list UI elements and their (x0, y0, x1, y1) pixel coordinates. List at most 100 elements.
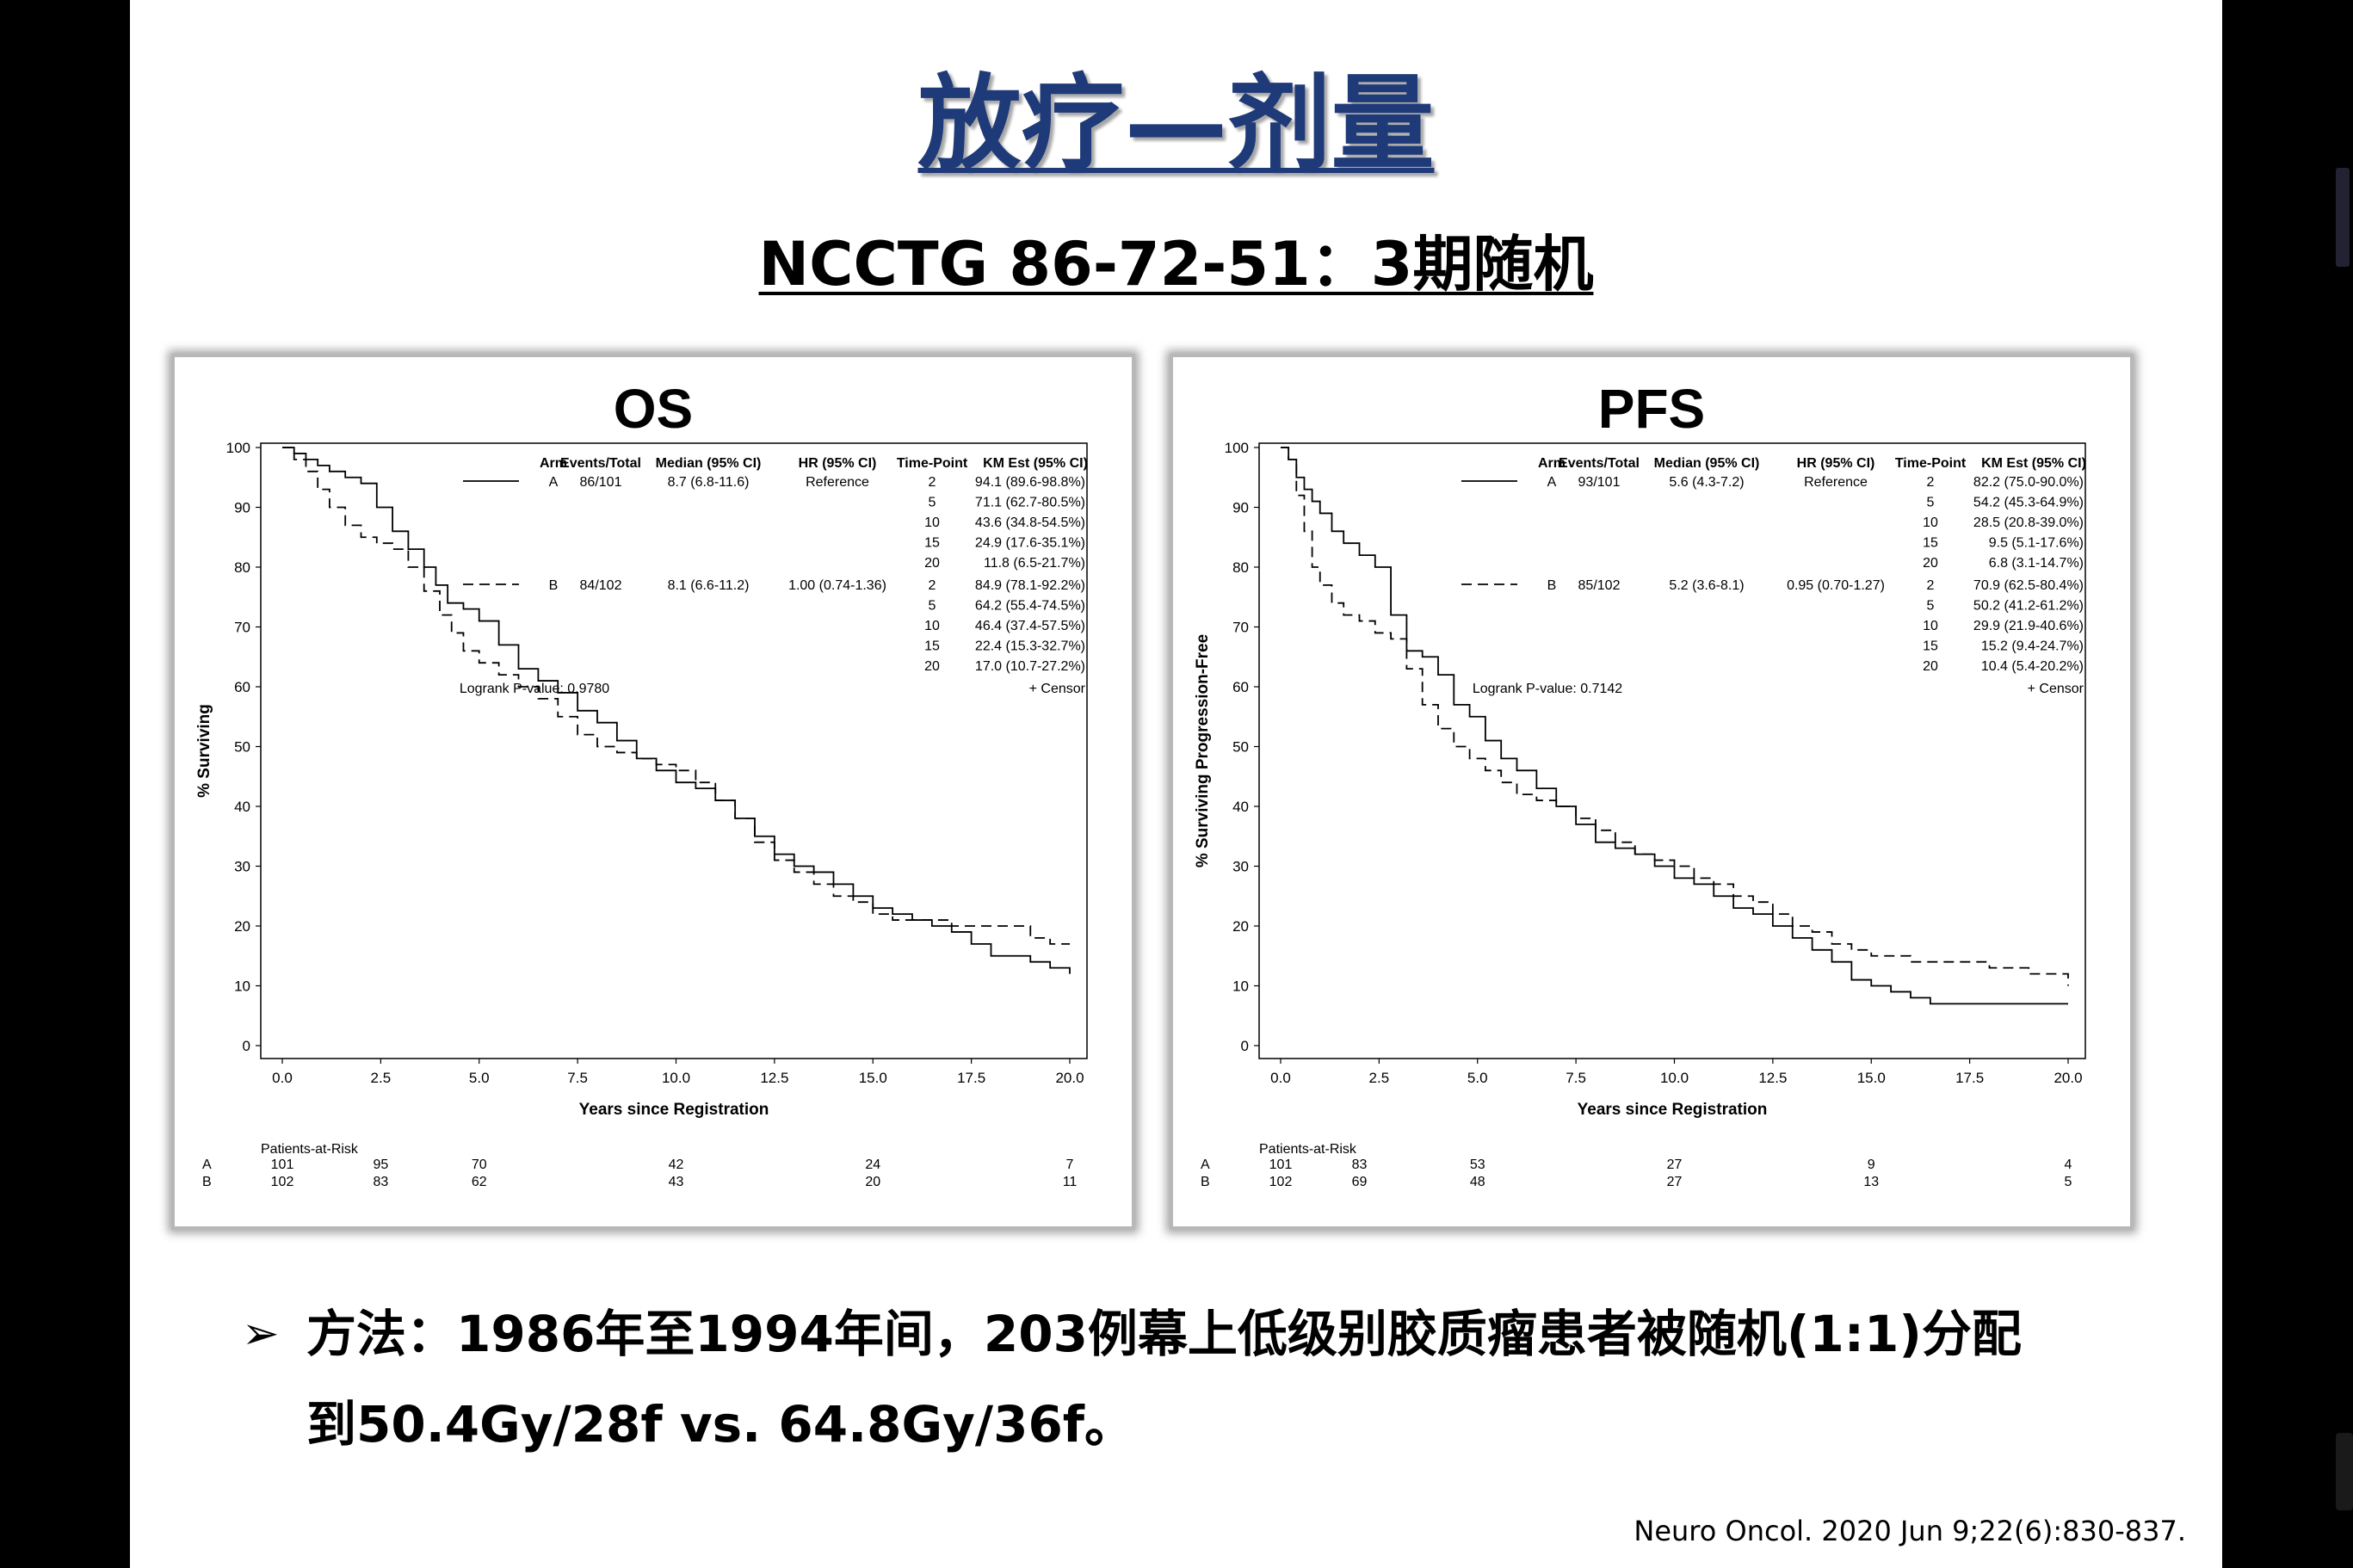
km-time-point: 2 (929, 578, 936, 593)
risk-count: 27 (1667, 1157, 1683, 1172)
km-estimate: 46.4 (37.4-57.5%) (975, 619, 1085, 633)
y-tick-label: 60 (1232, 679, 1249, 695)
km-time-point: 20 (1923, 556, 1938, 571)
km-estimate: 15.2 (9.4-24.7%) (1981, 639, 2084, 654)
x-tick-label: 7.5 (567, 1070, 588, 1086)
table-header-cell: Time-Point (1895, 456, 1967, 471)
risk-count: 43 (669, 1175, 684, 1189)
km-estimate: 29.9 (21.9-40.6%) (1973, 619, 2084, 633)
km-estimate: 71.1 (62.7-80.5%) (975, 496, 1085, 510)
km-estimate: 43.6 (34.8-54.5%) (975, 515, 1085, 530)
risk-count: 101 (271, 1157, 294, 1172)
pfs-chart: PFS 0 10 20 30 40 50 60 70 80 90 100 0.0 2.5 5.0 7.5 10.… (1194, 378, 2086, 1189)
x-tick-label: 20.0 (1055, 1070, 1084, 1086)
table-header-cell: HR (95% CI) (1797, 456, 1875, 471)
risk-count: 102 (271, 1175, 294, 1189)
risk-count: 9 (1868, 1157, 1875, 1172)
x-tick-label: 12.5 (760, 1070, 788, 1086)
y-tick-label: 20 (1232, 918, 1249, 935)
legend-events: 85/102 (1578, 578, 1621, 593)
table-header-cell: Time-Point (897, 456, 968, 471)
km-estimate: 6.8 (3.1-14.7%) (1989, 556, 2084, 571)
km-time-point: 20 (924, 659, 940, 674)
risk-arm-label: A (1201, 1157, 1210, 1172)
risk-count: 62 (472, 1175, 487, 1189)
risk-count: 7 (1066, 1157, 1074, 1172)
risk-arm-label: B (1201, 1175, 1210, 1189)
risk-title: Patients-at-Risk (261, 1142, 359, 1157)
km-time-point: 10 (924, 515, 940, 530)
risk-count: 27 (1667, 1175, 1683, 1189)
plot-frame (1258, 442, 2086, 1059)
km-time-point: 15 (924, 536, 940, 551)
pfs-chart-panel: PFS 0 10 20 30 40 50 60 70 80 90 100 0.0 2.5 5.0 7.5 10.… (1170, 354, 2134, 1230)
risk-count: 83 (1352, 1157, 1368, 1172)
legend-median: 5.2 (3.6-8.1) (1669, 578, 1744, 593)
table-header-cell: HR (95% CI) (799, 456, 877, 471)
table-header-cell: Events/Total (1559, 456, 1640, 471)
y-tick-label: 60 (234, 679, 250, 695)
risk-count: 11 (1063, 1175, 1078, 1189)
legend-median: 5.6 (4.3-7.2) (1669, 475, 1744, 490)
risk-count: 24 (865, 1157, 880, 1172)
km-time-point: 20 (924, 556, 940, 571)
censor-legend: + Censor (2028, 682, 2084, 696)
side-tab-handle[interactable] (2336, 1433, 2353, 1510)
scrollbar-handle[interactable] (2336, 168, 2350, 267)
km-time-point: 2 (929, 475, 936, 490)
x-tick-label: 20.0 (2053, 1070, 2082, 1086)
legend-events: 86/101 (580, 475, 622, 490)
risk-count: 5 (2065, 1175, 2072, 1189)
os-chart: OS 0 10 20 30 40 50 60 70 80 90 100 0.0 2.5 5.0 7.5 10.0… (195, 378, 1088, 1189)
km-estimate: 82.2 (75.0-90.0%) (1973, 475, 2084, 490)
legend-arm: B (1547, 578, 1557, 593)
y-tick-label: 90 (234, 500, 250, 516)
x-tick-label: 0.0 (1270, 1070, 1291, 1086)
method-text-line2: 到50.4Gy/28f vs. 64.8Gy/36f。 (306, 1395, 1135, 1454)
km-estimate: 54.2 (45.3-64.9%) (1973, 496, 2084, 510)
slide-title: 放疗—剂量 (917, 65, 1435, 184)
x-tick-label: 17.5 (957, 1070, 985, 1086)
km-time-point: 15 (1923, 536, 1938, 551)
chart-title: PFS (1598, 378, 1705, 440)
table-header-cell: Events/Total (560, 456, 641, 471)
km-estimate: 94.1 (89.6-98.8%) (975, 475, 1085, 490)
km-estimate: 11.8 (6.5-21.7%) (984, 556, 1085, 571)
risk-count: 70 (472, 1157, 487, 1172)
y-tick-label: 80 (1232, 559, 1249, 576)
km-time-point: 5 (1927, 599, 1935, 614)
risk-count: 101 (1269, 1157, 1293, 1172)
y-tick-label: 10 (1232, 978, 1249, 995)
km-curve-arm-b (1281, 447, 2069, 986)
risk-count: 53 (1470, 1157, 1485, 1172)
y-axis-label: % Surviving Progression-Free (1194, 634, 1212, 867)
risk-count: 102 (1269, 1175, 1293, 1189)
table-header-cell: Median (95% CI) (1654, 456, 1760, 471)
x-tick-label: 2.5 (371, 1070, 392, 1086)
km-time-point: 10 (924, 619, 940, 633)
km-estimate: 22.4 (15.3-32.7%) (975, 639, 1085, 654)
risk-count: 42 (669, 1157, 684, 1172)
y-tick-label: 40 (234, 799, 250, 815)
table-header-cell: KM Est (95% CI) (983, 456, 1088, 471)
x-tick-label: 10.0 (1660, 1070, 1689, 1086)
risk-count: 83 (373, 1175, 388, 1189)
x-tick-label: 10.0 (662, 1070, 690, 1086)
km-estimate: 9.5 (5.1-17.6%) (1989, 536, 2084, 551)
y-tick-label: 20 (234, 918, 250, 935)
y-tick-label: 100 (226, 440, 250, 456)
km-estimate: 24.9 (17.6-35.1%) (975, 536, 1085, 551)
legend-median: 8.1 (6.6-11.2) (668, 578, 750, 593)
y-tick-label: 40 (1232, 799, 1249, 815)
x-tick-label: 5.0 (469, 1070, 490, 1086)
x-tick-label: 17.5 (1955, 1070, 1984, 1086)
risk-arm-label: B (202, 1175, 212, 1189)
y-tick-label: 50 (234, 739, 250, 756)
method-text-line1: 方法：1986年至1994年间，203例幕上低级别胶质瘤患者被随机(1:1)分配 (306, 1305, 2022, 1363)
risk-count: 20 (865, 1175, 880, 1189)
y-tick-label: 0 (1241, 1038, 1249, 1054)
x-tick-label: 15.0 (1857, 1070, 1886, 1086)
table-header-cell: KM Est (95% CI) (1981, 456, 2086, 471)
table-header-cell: Arm (1538, 456, 1566, 471)
km-curve-arm-a (1281, 447, 2068, 1005)
